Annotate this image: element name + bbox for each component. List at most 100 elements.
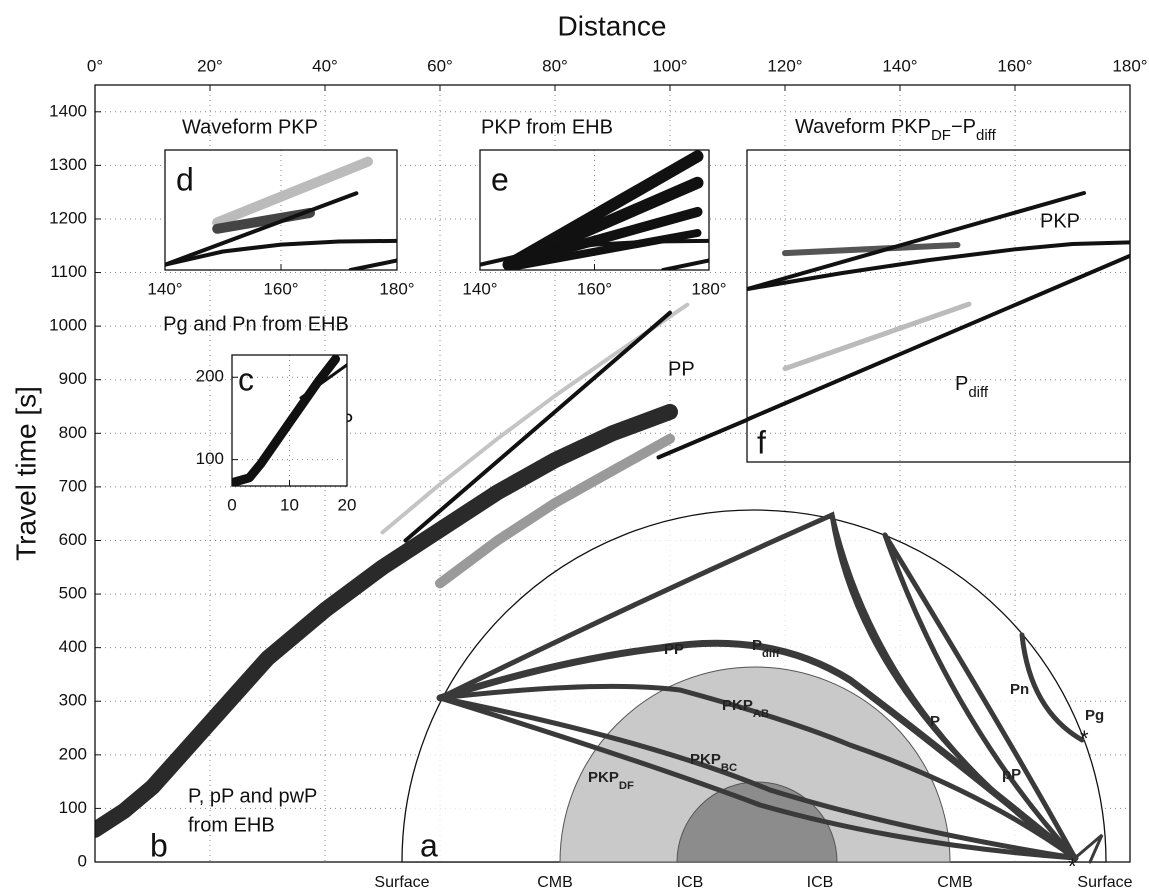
series-line: [747, 191, 1086, 292]
x-tick-label: 140°: [462, 279, 497, 298]
chart-1: 0 10 20 100 200 Pg and Pn from EHB c: [163, 313, 356, 514]
y-tick-label: 0: [78, 851, 87, 870]
x-tick-label: 180°: [691, 279, 726, 298]
chart-0: 0° 20° 40° 60° 80° 100° 120° 140° 160° 180°010020…: [10, 10, 1147, 870]
y-tick-label: 300: [59, 691, 87, 710]
series-line: [403, 310, 672, 543]
annotation: P, pP and pwP: [188, 785, 317, 807]
plot-frame: [231, 354, 348, 487]
x-tick-label: 140°: [147, 279, 182, 298]
y-tick-label: 100: [196, 449, 224, 468]
ray-pn: [1019, 632, 1085, 743]
annotation: PKP: [1040, 210, 1080, 232]
annotation-part: P: [955, 373, 968, 395]
x-tick-label: 60°: [427, 56, 453, 75]
boundary-label: CMB: [937, 874, 973, 891]
plot-frame: [746, 149, 1131, 463]
x-tick-label: 140°: [882, 56, 917, 75]
series-line: [212, 156, 373, 228]
annotation: c: [238, 361, 254, 397]
series-line: [380, 302, 690, 535]
y-tick-label: 700: [59, 476, 87, 495]
y-tick-label: 1400: [49, 101, 87, 120]
x-tick-label: 100°: [652, 56, 687, 75]
chart-title: Distance: [558, 10, 667, 41]
ray-label-sub: AB: [753, 708, 769, 720]
annotation: b: [150, 827, 168, 863]
chart-2: 140° 160° 180° Waveform PKP d: [147, 116, 414, 298]
ray-label: PKPAB: [722, 697, 769, 720]
boundary-label: ICB: [677, 874, 704, 891]
ray-label: PKPBC: [690, 751, 737, 774]
ray-p-1: [829, 512, 1078, 861]
ray-label: Pdiff: [752, 637, 780, 660]
ray-label: Pg: [1085, 707, 1104, 724]
series-line: [480, 238, 709, 267]
y-tick-label: 500: [59, 584, 87, 603]
ray-pg: [1073, 833, 1104, 864]
series-line: [504, 229, 702, 270]
series-group: [95, 302, 749, 838]
ray-p-2: [882, 532, 1078, 861]
x-tick-label: 120°: [767, 56, 802, 75]
ray-label: PKPDF: [588, 769, 634, 792]
x-tick-label: 20: [338, 495, 357, 514]
plot-frame: [479, 149, 710, 271]
annotation: Pdiff: [955, 373, 989, 401]
x-tick-label: 160°: [997, 56, 1032, 75]
x-tick-label: 160°: [577, 279, 612, 298]
x-tick-label: 20°: [197, 56, 223, 75]
x-tick-label: 180°: [1112, 56, 1147, 75]
series-line: [661, 258, 709, 270]
ray-label-part: P: [752, 637, 762, 654]
x-tick-label: 180°: [379, 279, 414, 298]
chart-title-sub: DF: [931, 127, 951, 144]
chart-title: PKP from EHB: [481, 116, 613, 138]
x-tick-label: 40°: [312, 56, 338, 75]
y-tick-label: 200: [196, 367, 224, 386]
boundary-label: ICB: [807, 874, 834, 891]
chart-title-part: −P: [951, 116, 976, 138]
x-tick-label: 160°: [263, 279, 298, 298]
ray-pp-depth: [882, 532, 1078, 861]
station-star: *: [1080, 726, 1089, 751]
boundary-label: CMB: [537, 874, 573, 891]
ray-label-sub: DF: [619, 780, 634, 792]
x-tick-label: 0: [227, 495, 236, 514]
chart-title: Pg and Pn from EHB: [163, 313, 349, 335]
series-line: [747, 240, 1130, 292]
ray-label-part: PKP: [722, 697, 753, 714]
ray-pkp-ab: [437, 683, 1078, 861]
series-group: [480, 150, 709, 270]
series-line: [656, 417, 749, 460]
chart-3: 140° 160° 180° PKP from EHB e: [462, 116, 726, 298]
y-tick-label: 800: [59, 423, 87, 442]
y-tick-label: 1000: [49, 316, 87, 335]
y-tick-label: 100: [59, 798, 87, 817]
ray-label-sub: BC: [721, 762, 737, 774]
source-star: *: [1068, 854, 1077, 879]
plot-frame: [164, 149, 398, 271]
annotation: d: [176, 161, 194, 197]
y-tick-label: 1200: [49, 208, 87, 227]
series-line: [348, 258, 397, 270]
annotation: e: [491, 161, 509, 197]
ray-label: PP: [664, 641, 684, 658]
chart-4: Waveform PKPDF−P diff PKP Pdiff f: [746, 116, 1131, 463]
ray-label: P: [930, 713, 940, 730]
y-tick-label: 1300: [49, 155, 87, 174]
series-line: [299, 363, 347, 400]
chart-title-part: Waveform PKP: [795, 116, 931, 138]
series-line: [165, 191, 359, 267]
ray-label-part: PKP: [690, 751, 721, 768]
boundary-label: Surface: [1077, 874, 1132, 891]
annotation-sub: diff: [968, 384, 989, 401]
series-line: [165, 238, 397, 267]
annotation: f: [757, 424, 766, 460]
annotation: from EHB: [188, 814, 275, 836]
series-group: [232, 355, 347, 486]
inner-core: [676, 781, 838, 863]
annotation: PP: [668, 358, 695, 380]
